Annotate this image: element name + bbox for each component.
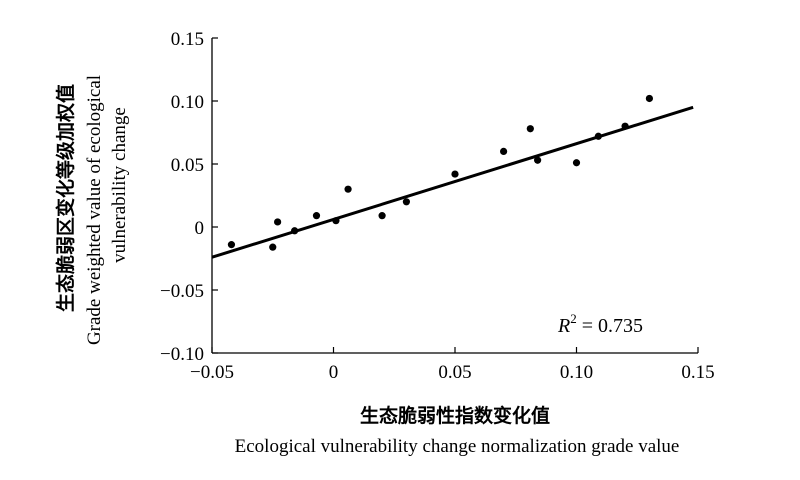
data-point <box>645 94 654 103</box>
r-squared-value: = 0.735 <box>577 315 643 337</box>
x-axis-title-en: Ecological vulnerability change normaliz… <box>235 436 680 457</box>
y-tick-label: −0.05 <box>160 281 204 302</box>
y-axis-title-en-line1: Grade weighted value of ecological <box>84 75 105 345</box>
y-tick-label: 0.05 <box>171 155 204 176</box>
x-tick-label: 0.05 <box>438 362 471 383</box>
data-point <box>451 170 459 178</box>
y-tick-label: −0.10 <box>160 344 204 365</box>
data-points <box>227 94 654 251</box>
y-axis-title-cn: 生态脆弱区变化等级加权值 <box>54 84 77 312</box>
r-squared-superscript: 2 <box>570 311 577 326</box>
y-tick-label: 0.10 <box>171 92 204 113</box>
data-point <box>274 218 282 226</box>
data-point <box>572 159 581 167</box>
x-tick-label: 0.15 <box>681 362 714 383</box>
y-tick-label: 0.15 <box>171 29 204 50</box>
fit-line-group <box>211 105 694 259</box>
data-point <box>621 122 629 130</box>
data-point <box>344 185 352 193</box>
axes <box>211 38 698 354</box>
data-point <box>312 212 321 220</box>
data-point <box>291 227 299 235</box>
x-tick-label: 0.10 <box>560 362 593 383</box>
r-squared-symbol: R <box>557 315 570 337</box>
regression-line <box>211 105 694 259</box>
data-point <box>594 132 602 140</box>
y-tick-label: 0 <box>195 218 205 239</box>
r-squared-annotation: R2 = 0.735 <box>557 311 643 337</box>
data-point <box>526 125 534 133</box>
data-point <box>227 241 236 249</box>
x-tick-label: −0.05 <box>190 362 234 383</box>
y-axis-title-en-line2: vulnerability change <box>109 107 130 263</box>
x-tick-label: 0 <box>329 362 339 383</box>
data-point <box>378 212 386 220</box>
x-axis-title-cn: 生态脆弱性指数变化值 <box>360 404 550 427</box>
data-point <box>402 198 410 206</box>
data-point <box>534 156 542 164</box>
data-point <box>332 217 340 225</box>
data-point <box>269 243 277 251</box>
data-point <box>500 147 508 155</box>
